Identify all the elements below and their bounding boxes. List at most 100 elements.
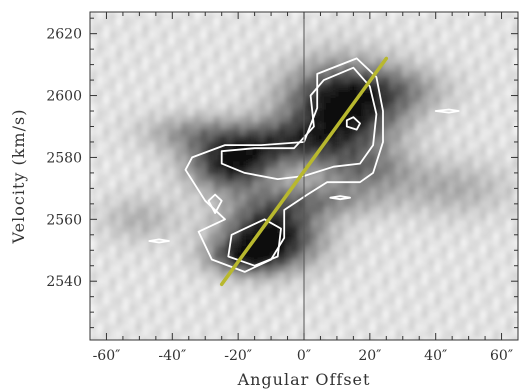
intensity-cell xyxy=(148,220,156,228)
intensity-cell xyxy=(298,155,306,163)
intensity-cell xyxy=(239,155,247,163)
intensity-cell xyxy=(207,116,215,124)
intensity-cell xyxy=(155,194,163,202)
intensity-cell xyxy=(467,90,475,98)
intensity-cell xyxy=(174,291,182,299)
intensity-cell xyxy=(246,291,254,299)
intensity-cell xyxy=(181,226,189,234)
intensity-cell xyxy=(116,233,124,241)
intensity-cell xyxy=(369,12,377,20)
intensity-cell xyxy=(382,291,390,299)
intensity-cell xyxy=(194,148,202,156)
intensity-cell xyxy=(363,129,371,137)
intensity-cell xyxy=(356,38,364,46)
intensity-cell xyxy=(272,272,280,280)
intensity-cell xyxy=(116,220,124,228)
intensity-cell xyxy=(142,285,150,293)
intensity-cell xyxy=(103,142,111,150)
intensity-cell xyxy=(512,70,518,78)
intensity-cell xyxy=(252,109,260,117)
intensity-cell xyxy=(447,129,455,137)
intensity-cell xyxy=(311,265,319,273)
intensity-cell xyxy=(467,337,475,340)
intensity-cell xyxy=(168,25,176,33)
intensity-cell xyxy=(337,174,345,182)
intensity-cell xyxy=(499,265,507,273)
intensity-cell xyxy=(207,31,215,39)
intensity-cell xyxy=(278,291,286,299)
intensity-cell xyxy=(356,64,364,72)
intensity-cell xyxy=(298,18,306,26)
intensity-cell xyxy=(90,272,98,280)
intensity-cell xyxy=(168,194,176,202)
intensity-cell xyxy=(148,31,156,39)
intensity-cell xyxy=(148,18,156,26)
intensity-cell xyxy=(428,155,436,163)
intensity-cell xyxy=(161,311,169,319)
intensity-cell xyxy=(441,103,449,111)
intensity-cell xyxy=(304,31,312,39)
intensity-cell xyxy=(181,233,189,241)
intensity-cell xyxy=(168,285,176,293)
intensity-cell xyxy=(291,70,299,78)
intensity-cell xyxy=(174,311,182,319)
contour-2 xyxy=(220,66,378,181)
intensity-cell xyxy=(285,220,293,228)
intensity-cell xyxy=(265,181,273,189)
intensity-cell xyxy=(259,252,267,260)
intensity-cell xyxy=(395,174,403,182)
intensity-cell xyxy=(506,44,514,52)
intensity-cell xyxy=(395,259,403,267)
intensity-cell xyxy=(493,31,501,39)
intensity-cell xyxy=(480,122,488,130)
intensity-cell xyxy=(96,148,104,156)
intensity-cell xyxy=(246,168,254,176)
intensity-cell xyxy=(512,272,518,280)
intensity-cell xyxy=(447,246,455,254)
intensity-cell xyxy=(395,31,403,39)
intensity-cell xyxy=(148,298,156,306)
intensity-cell xyxy=(428,70,436,78)
intensity-cell xyxy=(122,44,130,52)
x-tick-label: -60″ xyxy=(93,348,121,364)
intensity-cell xyxy=(512,96,518,104)
intensity-cell xyxy=(304,207,312,215)
intensity-cell xyxy=(317,96,325,104)
intensity-cell xyxy=(220,252,228,260)
intensity-cell xyxy=(278,148,286,156)
intensity-cell xyxy=(298,317,306,325)
intensity-cell xyxy=(395,226,403,234)
intensity-cell xyxy=(194,142,202,150)
intensity-cell xyxy=(343,38,351,46)
intensity-cell xyxy=(473,116,481,124)
intensity-cell xyxy=(395,239,403,247)
intensity-cell xyxy=(493,233,501,241)
intensity-cell xyxy=(220,18,228,26)
intensity-cell xyxy=(246,90,254,98)
intensity-cell xyxy=(233,116,241,124)
intensity-cell xyxy=(259,194,267,202)
intensity-cell xyxy=(207,122,215,130)
intensity-cell xyxy=(506,291,514,299)
intensity-cell xyxy=(389,83,397,91)
intensity-cell xyxy=(122,337,130,340)
intensity-cell xyxy=(369,311,377,319)
intensity-cell xyxy=(337,259,345,267)
intensity-cell xyxy=(376,200,384,208)
intensity-cell xyxy=(356,324,364,332)
intensity-cell xyxy=(200,96,208,104)
intensity-cell xyxy=(408,337,416,340)
intensity-cell xyxy=(298,181,306,189)
intensity-cell xyxy=(382,148,390,156)
intensity-cell xyxy=(142,311,150,319)
intensity-cell xyxy=(506,129,514,137)
intensity-cell xyxy=(402,174,410,182)
intensity-cell xyxy=(434,116,442,124)
intensity-cell xyxy=(337,142,345,150)
intensity-cell xyxy=(278,259,286,267)
intensity-cell xyxy=(122,259,130,267)
intensity-cell xyxy=(200,161,208,169)
intensity-cell xyxy=(408,187,416,195)
intensity-cell xyxy=(129,70,137,78)
intensity-cell xyxy=(330,285,338,293)
